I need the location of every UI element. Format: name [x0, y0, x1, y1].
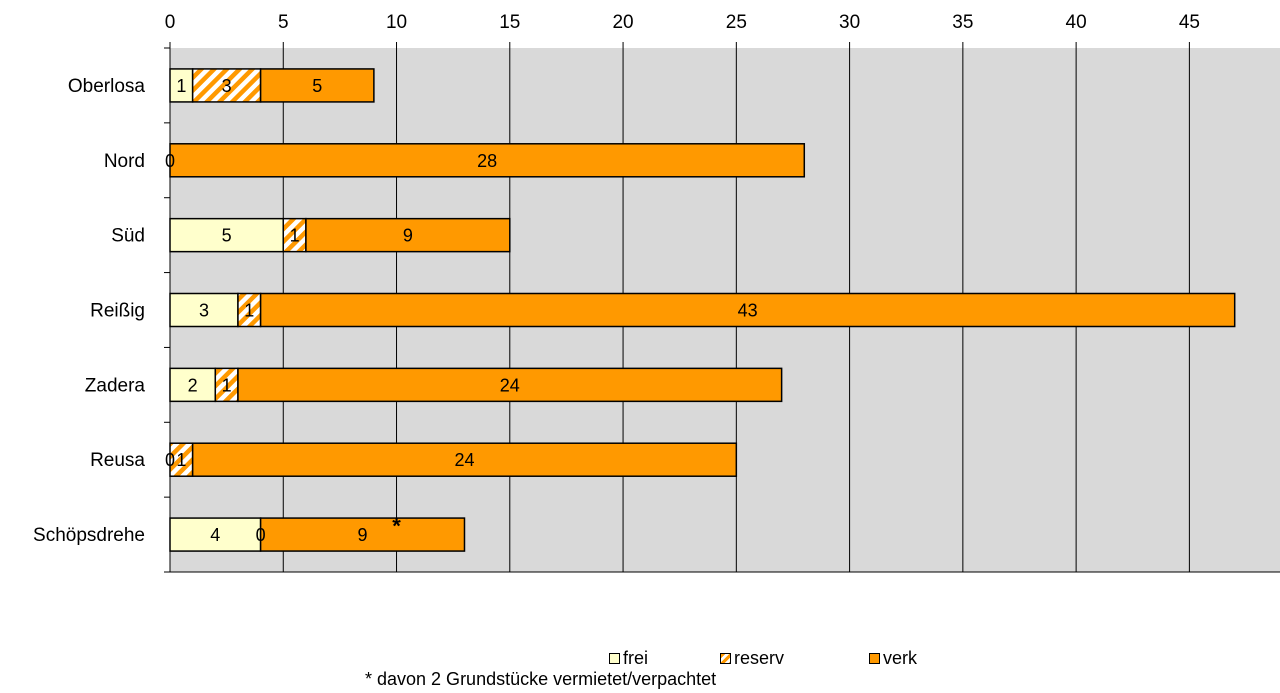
- data-label-frei: 4: [210, 525, 220, 545]
- bar-segment-reserv: [191, 68, 262, 103]
- data-label-frei: 0: [165, 151, 175, 171]
- x-tick-label: 40: [1066, 12, 1087, 33]
- legend-swatch-verk: [869, 653, 880, 664]
- data-label-frei: 3: [199, 301, 209, 321]
- legend-swatch-reserv: [720, 653, 731, 664]
- data-labels: 1 3 50 285 1 93 1 432 1 240 1 244 0 9: [165, 76, 758, 545]
- data-label-reserv: 1: [176, 450, 186, 470]
- bars: [169, 68, 1236, 552]
- legend: frei reserv verk: [597, 648, 997, 672]
- bar-segment-verk: [305, 217, 511, 253]
- data-label-frei: 1: [176, 76, 186, 96]
- data-label-frei: 2: [188, 375, 198, 395]
- category-label: Reißig: [90, 301, 145, 322]
- category-label: Nord: [104, 151, 145, 172]
- data-label-reserv: 3: [222, 76, 232, 96]
- x-tick-label: 25: [726, 12, 747, 33]
- x-tick-label: 15: [499, 12, 520, 33]
- legend-swatch-frei: [609, 653, 620, 664]
- x-tick-labels: 0 5 10 15 20 25 30 35 40 45: [165, 12, 1200, 33]
- bar-segment-verk: [259, 292, 1236, 328]
- data-label-verk: 28: [477, 151, 497, 171]
- x-tick-label: 5: [278, 12, 289, 33]
- legend-item-frei: frei: [609, 648, 648, 669]
- data-label-verk: 24: [500, 375, 520, 395]
- data-label-reserv: 1: [244, 301, 254, 321]
- x-tick-label: 45: [1179, 12, 1200, 33]
- data-label-verk: 9: [403, 226, 413, 246]
- legend-label-reserv: reserv: [734, 648, 785, 668]
- bar-segment-verk: [169, 143, 806, 178]
- data-label-reserv: 0: [256, 525, 266, 545]
- category-label: Oberlosa: [68, 76, 146, 97]
- bar-segment-frei: [169, 217, 285, 253]
- data-label-reserv: 1: [222, 375, 232, 395]
- data-label-verk: 5: [312, 76, 322, 96]
- data-label-frei: 5: [222, 226, 232, 246]
- x-tick-label: 20: [612, 12, 633, 33]
- legend-label-frei: frei: [623, 648, 649, 668]
- x-tick-label: 10: [386, 12, 407, 33]
- footnote: * davon 2 Grundstücke vermietet/verpacht…: [365, 669, 717, 689]
- bar-segment-verk: [237, 367, 783, 403]
- bar-segment-frei: [169, 517, 262, 552]
- category-label: Schöpsdrehe: [33, 525, 145, 546]
- data-label-verk: 9: [358, 525, 368, 545]
- category-labels: Oberlosa Nord Süd Reißig Zadera Reusa Schöpsdr…: [33, 76, 145, 546]
- annotations: *: [392, 514, 401, 539]
- x-tick-label: 30: [839, 12, 860, 33]
- bar-segment-frei: [169, 367, 217, 403]
- category-label: Süd: [111, 226, 145, 247]
- category-label: Zadera: [85, 375, 146, 396]
- category-label: Reusa: [90, 450, 145, 471]
- data-label-frei: 0: [165, 450, 175, 470]
- legend-label-verk: verk: [883, 648, 918, 668]
- bar-segment-verk: [259, 517, 466, 552]
- asterisk-annotation: *: [392, 514, 401, 539]
- data-label-reserv: 1: [290, 226, 300, 246]
- x-tick-label: 35: [952, 12, 973, 33]
- data-label-verk: 43: [738, 301, 758, 321]
- legend-item-verk: verk: [869, 648, 917, 669]
- legend-item-reserv: reserv: [720, 648, 784, 669]
- bar-segment-verk: [191, 442, 738, 477]
- x-tick-label: 0: [165, 12, 176, 33]
- data-label-verk: 24: [454, 450, 474, 470]
- bar-segment-verk: [259, 68, 375, 103]
